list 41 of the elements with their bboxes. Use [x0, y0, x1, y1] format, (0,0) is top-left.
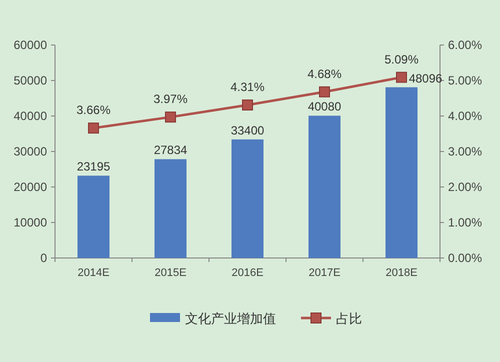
y2-tick-label: 3.00% — [448, 144, 482, 158]
y-tick-label: 20000 — [14, 180, 48, 194]
y2-tick-label: 1.00% — [448, 216, 482, 230]
data-label: 27834 — [154, 143, 188, 158]
bar — [78, 176, 110, 258]
point — [319, 86, 330, 98]
data-label: 40080 — [308, 100, 342, 114]
data-label: 5.09% — [384, 52, 419, 66]
x-tick-label: 2016E — [232, 267, 264, 279]
legend-label: 文化产业增加值 — [185, 311, 276, 326]
data-label: 3.97% — [153, 92, 188, 106]
bar — [154, 159, 186, 258]
y-tick-label: 60000 — [14, 38, 48, 52]
bar — [386, 87, 418, 258]
x-tick-label: 2018E — [386, 267, 418, 279]
y2-tick-label: 6.00% — [448, 38, 482, 52]
y-tick-label: 0 — [40, 251, 48, 265]
y-tick-label: 30000 — [14, 144, 48, 158]
point — [396, 72, 407, 83]
y2-tick-label: 0.00% — [448, 251, 482, 265]
x-tick-label: 2014E — [78, 267, 110, 279]
data-label: 4.31% — [230, 80, 265, 94]
y-tick-label: 10000 — [14, 216, 48, 230]
y2-tick-label: 2.00% — [448, 180, 482, 194]
data-label: 23195 — [76, 160, 111, 174]
x-tick-label: 2015E — [154, 267, 186, 279]
y2-tick-label: 5.00% — [448, 74, 482, 88]
point — [88, 122, 99, 134]
data-label: 3.66% — [76, 103, 111, 118]
data-label: 48096 — [408, 71, 443, 86]
legend-label: 占比 — [336, 311, 362, 326]
bar — [232, 139, 264, 258]
data-label: 33400 — [230, 123, 265, 138]
bar — [308, 116, 340, 258]
data-label: 4.68% — [307, 66, 342, 81]
y-tick-label: 50000 — [14, 74, 48, 88]
point — [242, 99, 253, 110]
x-tick-label: 2017E — [308, 267, 340, 279]
y-tick-label: 40000 — [14, 109, 48, 123]
point — [165, 112, 176, 123]
y2-tick-label: 4.00% — [448, 109, 482, 123]
